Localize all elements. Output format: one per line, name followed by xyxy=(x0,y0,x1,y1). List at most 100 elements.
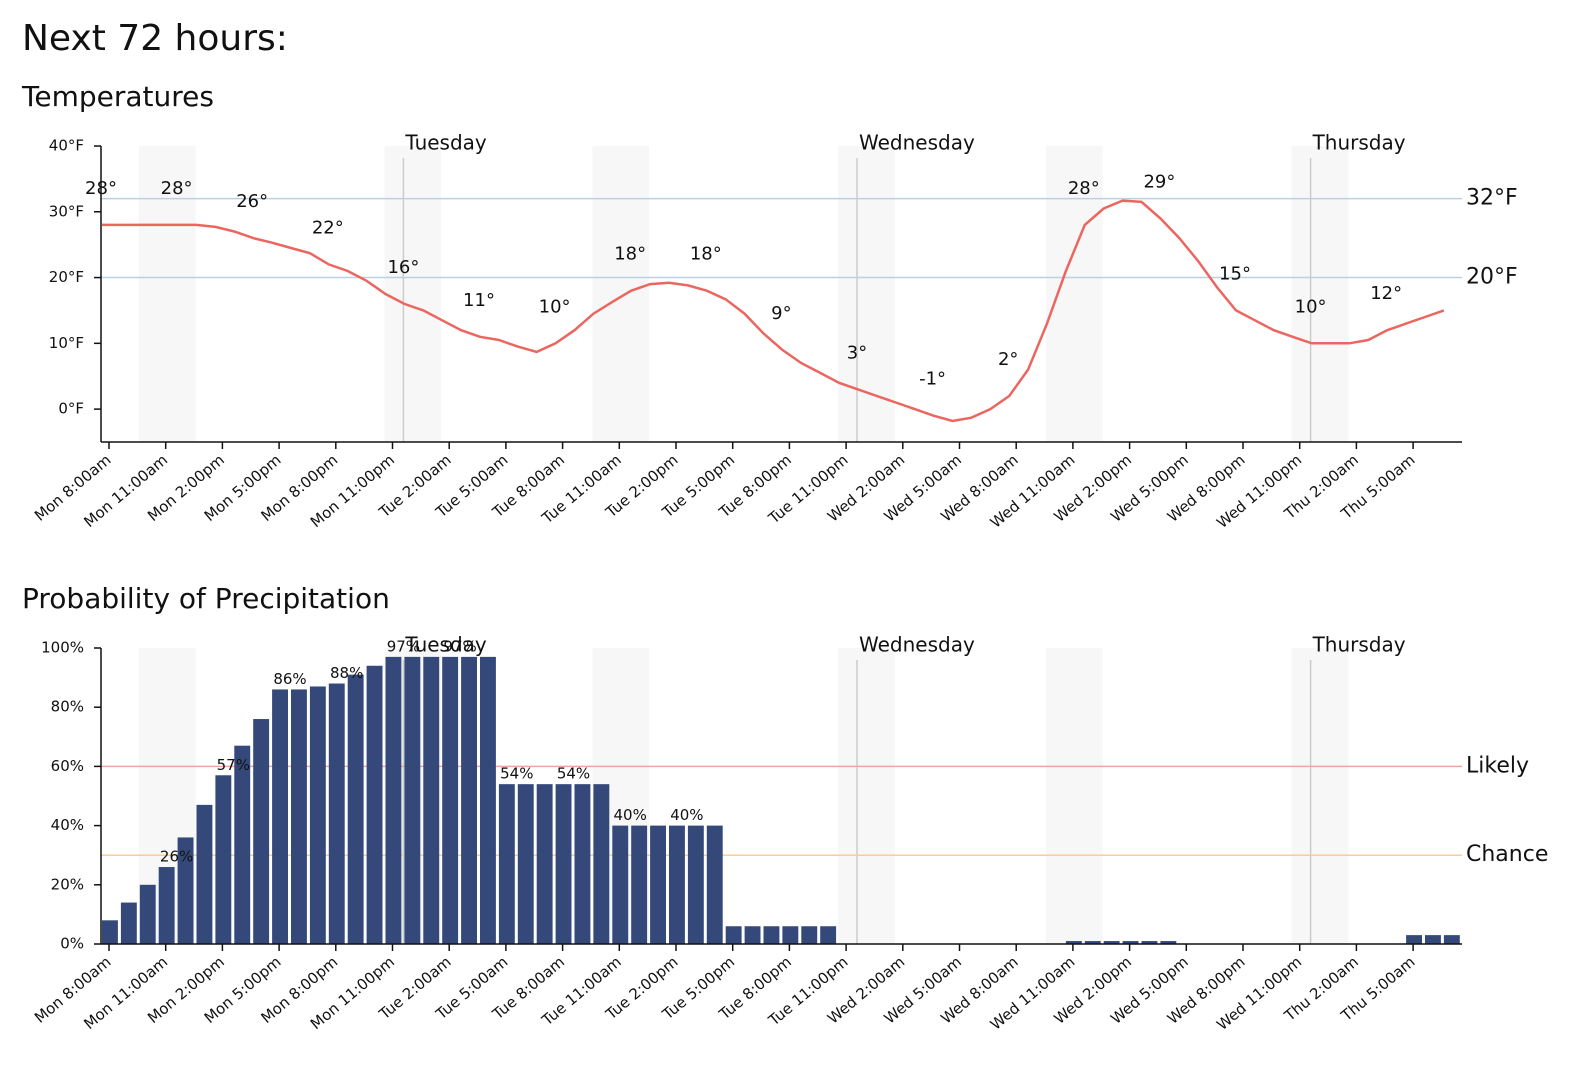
data-label: 29° xyxy=(1143,171,1175,192)
data-label: 18° xyxy=(614,244,646,265)
data-label: 54% xyxy=(500,765,533,783)
bar xyxy=(480,656,496,944)
bar xyxy=(139,884,156,944)
bar xyxy=(1122,941,1139,944)
data-label: 10° xyxy=(1295,296,1327,317)
bar xyxy=(328,683,345,944)
bar xyxy=(1103,941,1120,944)
y-tick-label: 0% xyxy=(60,935,84,953)
data-label: 11° xyxy=(463,290,495,311)
data-label: 97% xyxy=(387,637,420,655)
bar xyxy=(120,902,137,944)
bar xyxy=(1065,941,1082,944)
reference-label: 20°F xyxy=(1466,265,1518,290)
y-tick-label: 100% xyxy=(41,639,84,657)
bar xyxy=(593,784,610,944)
data-label: 12° xyxy=(1370,283,1402,304)
data-label: 9° xyxy=(771,303,791,324)
data-label: 40% xyxy=(670,806,703,824)
shade-band xyxy=(1046,648,1103,944)
bar xyxy=(517,784,534,944)
temperature-line xyxy=(102,199,1445,423)
chart-title: Probability of Precipitation xyxy=(22,582,390,615)
bar xyxy=(347,674,364,944)
y-tick-label: 10°F xyxy=(49,334,84,352)
data-label: 57% xyxy=(217,756,250,774)
bar xyxy=(725,926,742,944)
shade-band xyxy=(838,146,895,442)
bar xyxy=(1141,941,1158,944)
data-label: 3° xyxy=(847,342,867,363)
y-tick-label: 40% xyxy=(51,816,84,834)
y-tick-label: 20% xyxy=(51,875,84,893)
y-tick-label: 30°F xyxy=(49,202,84,220)
bar xyxy=(461,656,477,944)
day-label: Wednesday xyxy=(859,131,975,155)
bar xyxy=(1443,935,1460,944)
bar xyxy=(1160,941,1177,944)
bar xyxy=(423,656,440,944)
bar xyxy=(234,745,251,944)
shade-band xyxy=(1291,146,1349,442)
bar xyxy=(536,784,553,944)
data-label: 16° xyxy=(387,257,419,278)
data-label: 10° xyxy=(539,296,571,317)
bar xyxy=(1084,941,1101,944)
data-label: 28° xyxy=(161,178,193,199)
data-label: 18° xyxy=(690,244,722,265)
bar xyxy=(404,656,421,944)
day-label: Thursday xyxy=(1312,131,1406,155)
bar xyxy=(253,719,270,944)
shade-band xyxy=(138,146,196,442)
y-tick-label: 80% xyxy=(51,698,84,716)
y-tick-label: 40°F xyxy=(49,137,84,155)
day-label: Wednesday xyxy=(859,633,975,657)
data-label: 26° xyxy=(236,191,268,212)
y-tick-label: 60% xyxy=(51,757,84,775)
bar xyxy=(820,926,837,944)
y-tick-label: 0°F xyxy=(58,400,84,418)
bar xyxy=(669,825,685,944)
data-label: 28° xyxy=(1068,178,1100,199)
bar xyxy=(706,825,723,944)
shade-band xyxy=(592,146,650,442)
bar xyxy=(102,920,118,944)
bar xyxy=(498,784,515,944)
data-label: 2° xyxy=(998,349,1018,370)
bar xyxy=(442,656,459,944)
data-label: -1° xyxy=(919,369,946,390)
shade-band xyxy=(384,146,442,442)
bar xyxy=(366,665,383,944)
day-label: Tuesday xyxy=(404,633,487,657)
chart-title: Temperatures xyxy=(21,80,214,113)
bar xyxy=(801,926,818,944)
reference-label: Chance xyxy=(1466,842,1548,867)
bar xyxy=(555,784,572,944)
data-label: 15° xyxy=(1219,263,1251,284)
bar xyxy=(650,825,666,944)
data-label: 88% xyxy=(330,664,363,682)
bar xyxy=(309,686,326,944)
data-label: 40% xyxy=(614,806,647,824)
bar xyxy=(612,825,629,944)
data-label: 97% xyxy=(443,637,476,655)
reference-label: Likely xyxy=(1466,753,1529,778)
bar xyxy=(215,775,232,944)
shade-band xyxy=(838,648,895,944)
y-tick-label: 20°F xyxy=(49,268,84,286)
data-label: 26% xyxy=(160,848,193,866)
page-heading: Next 72 hours: xyxy=(22,18,288,59)
bar xyxy=(744,926,761,944)
reference-label: 32°F xyxy=(1466,186,1518,211)
bar xyxy=(763,926,780,944)
bar xyxy=(687,825,704,944)
bar xyxy=(158,867,175,944)
data-label: 54% xyxy=(557,765,590,783)
bar xyxy=(1425,935,1441,944)
bar xyxy=(782,926,799,944)
bar xyxy=(291,689,307,944)
shade-band xyxy=(1046,146,1103,442)
data-label: 22° xyxy=(312,217,344,238)
